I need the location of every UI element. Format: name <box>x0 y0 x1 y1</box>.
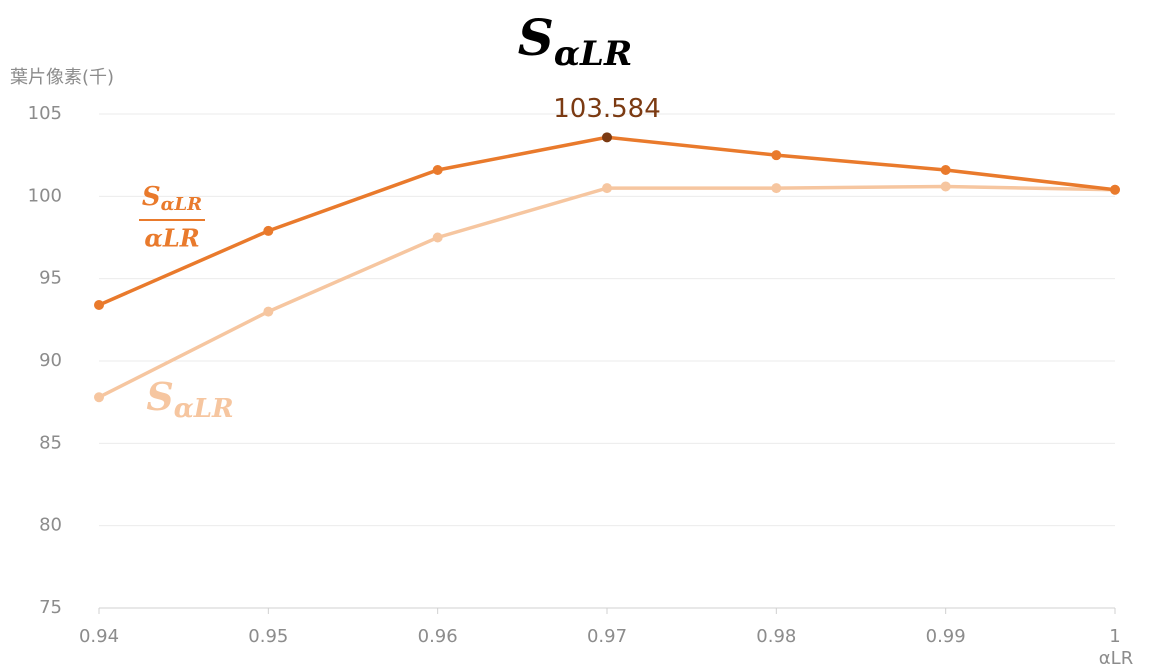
series-line <box>98 184 1116 399</box>
data-point <box>602 183 612 194</box>
y-tick-label: 80 <box>39 515 62 536</box>
data-point <box>94 300 104 311</box>
y-tick-label: 100 <box>28 185 62 206</box>
data-point <box>432 164 443 175</box>
legend-label: SαLR <box>146 374 233 425</box>
title-main: S <box>518 8 554 67</box>
x-tick-label: 0.96 <box>418 626 458 647</box>
data-point <box>432 232 443 243</box>
x-tick-label: 0.94 <box>79 626 119 647</box>
y-tick-label: 95 <box>39 268 62 289</box>
legend-name: S <box>146 374 173 419</box>
y-tick-label: 105 <box>28 103 62 124</box>
data-point <box>94 392 104 403</box>
legend-entry: SαLR <box>146 374 233 425</box>
y-axis-label: 葉片像素(千) <box>10 67 114 88</box>
data-point <box>602 132 612 143</box>
data-point <box>263 306 274 317</box>
legend-denominator: αLR <box>144 224 199 253</box>
y-tick-label: 90 <box>39 350 62 371</box>
data-point <box>771 150 782 161</box>
data-point <box>940 164 951 175</box>
x-tick-label: 0.99 <box>926 626 966 647</box>
y-tick-label: 75 <box>39 597 62 618</box>
x-tick-label: 0.98 <box>756 626 796 647</box>
x-tick-label: 0.95 <box>248 626 288 647</box>
y-tick-label: 85 <box>39 432 62 453</box>
x-tick-label: 1 <box>1109 626 1120 647</box>
data-point <box>771 183 782 194</box>
series-line <box>98 135 1116 307</box>
x-axis-label: αLR <box>1099 648 1133 669</box>
data-point <box>940 181 951 192</box>
x-tick-label: 0.97 <box>587 626 627 647</box>
data-point <box>1110 184 1120 195</box>
legend-name: S <box>142 182 161 212</box>
data-point <box>263 225 274 236</box>
chart-title: SαLR <box>518 8 632 74</box>
legend-label: SαLR <box>142 182 202 215</box>
legend-subscript: αLR <box>161 194 203 215</box>
title-subscript: αLR <box>554 34 632 74</box>
data-label: 103.584 <box>553 94 661 124</box>
legend-subscript: αLR <box>174 394 234 424</box>
